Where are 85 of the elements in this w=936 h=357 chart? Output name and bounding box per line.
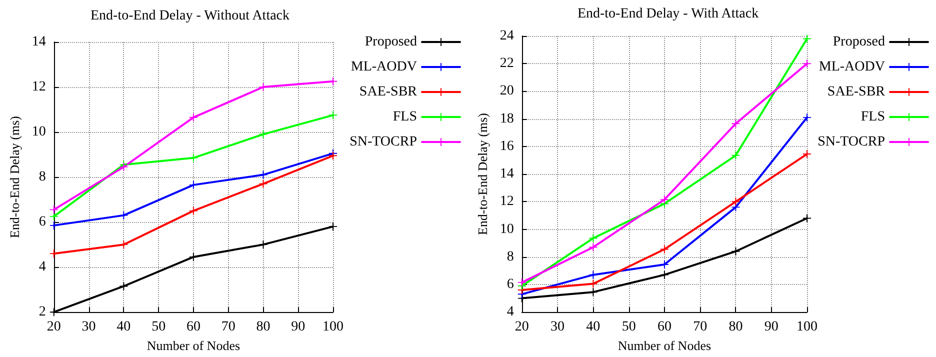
y-tick-label: 4 (38, 260, 46, 275)
point (803, 60, 811, 68)
point (259, 180, 268, 188)
point (660, 270, 668, 279)
y-tick-label: 8 (38, 170, 46, 185)
x-tick-label: 50 (622, 320, 636, 335)
point (189, 206, 198, 215)
y-tick-label: 6 (506, 276, 514, 292)
point (589, 270, 598, 279)
y-tick-label: 20 (500, 84, 514, 99)
point (518, 278, 526, 286)
legend-label: ML-AODV (350, 60, 417, 74)
point (120, 282, 128, 290)
point (329, 152, 337, 160)
point (120, 211, 128, 220)
y-tick-label: 24 (500, 28, 514, 44)
point (189, 113, 198, 122)
y-tick-label: 22 (500, 56, 514, 72)
point (329, 77, 337, 86)
x-tick-label: 60 (186, 320, 200, 335)
x-tick-label: 50 (152, 320, 166, 335)
point (660, 260, 668, 268)
x-axis-title: Number of Nodes (146, 338, 240, 353)
point (50, 206, 58, 214)
point (732, 198, 740, 206)
y-tick-label: 6 (38, 214, 46, 230)
point (259, 130, 268, 138)
x-axis-title: Number of Nodes (618, 338, 712, 353)
point (50, 221, 58, 230)
x-tick-label: 40 (116, 320, 131, 335)
point (732, 120, 740, 128)
point (589, 280, 598, 288)
y-tick-label: 16 (500, 138, 514, 154)
y-tick-label: 12 (500, 194, 514, 210)
y-tick-label: 14 (32, 34, 46, 50)
y-tick-label: 18 (500, 111, 514, 126)
point (589, 243, 598, 252)
x-tick-label: 100 (796, 320, 818, 335)
y-tick-label: 8 (506, 249, 514, 264)
point (329, 222, 337, 231)
legend-label: SAE-SBR (359, 84, 418, 100)
point (732, 151, 740, 160)
chart-title: End-to-End Delay - With Attack (577, 6, 759, 22)
point (259, 240, 268, 249)
x-tick-label: 90 (764, 320, 778, 335)
y-axis-title: End-to-End Delay (ms) (7, 116, 22, 238)
point (803, 150, 811, 158)
legend-label: Proposed (832, 34, 885, 50)
legend-label: SN-TOCRP (350, 134, 418, 150)
x-tick-label: 60 (657, 320, 672, 335)
x-tick-label: 40 (586, 320, 600, 335)
x-tick-label: 80 (728, 320, 743, 335)
y-axis-title: End-to-End Delay (ms) (475, 113, 490, 236)
x-tick-label: 100 (322, 320, 344, 335)
x-tick-label: 70 (221, 320, 236, 335)
legend-label: ML-AODV (818, 60, 885, 74)
point (803, 113, 811, 122)
point (732, 247, 740, 256)
chart-title: End-to-End Delay - Without Attack (90, 8, 290, 24)
y-tick-label: 14 (500, 166, 514, 182)
y-tick-label: 10 (32, 124, 46, 140)
x-tick-label: 30 (82, 320, 96, 335)
legend-label: SN-TOCRP (818, 134, 886, 150)
legend-label: Proposed (364, 34, 417, 50)
point (50, 212, 58, 220)
legend-label: FLS (392, 110, 417, 124)
legend-label: SAE-SBR (827, 84, 886, 100)
x-tick-label: 80 (256, 320, 270, 335)
point (660, 196, 668, 204)
y-tick-label: 4 (506, 304, 514, 320)
point (329, 111, 337, 120)
legend-label: FLS (860, 110, 885, 124)
x-tick-label: 90 (291, 320, 306, 335)
point (189, 180, 198, 189)
y-tick-label: 2 (38, 304, 46, 320)
y-tick-label: 12 (32, 80, 46, 95)
point (803, 214, 811, 222)
point (189, 252, 198, 261)
x-tick-label: 30 (550, 320, 565, 335)
point (120, 240, 128, 249)
point (259, 170, 268, 179)
x-tick-label: 70 (693, 320, 708, 335)
point (660, 245, 668, 254)
y-tick-label: 10 (500, 222, 514, 237)
point (50, 308, 58, 316)
